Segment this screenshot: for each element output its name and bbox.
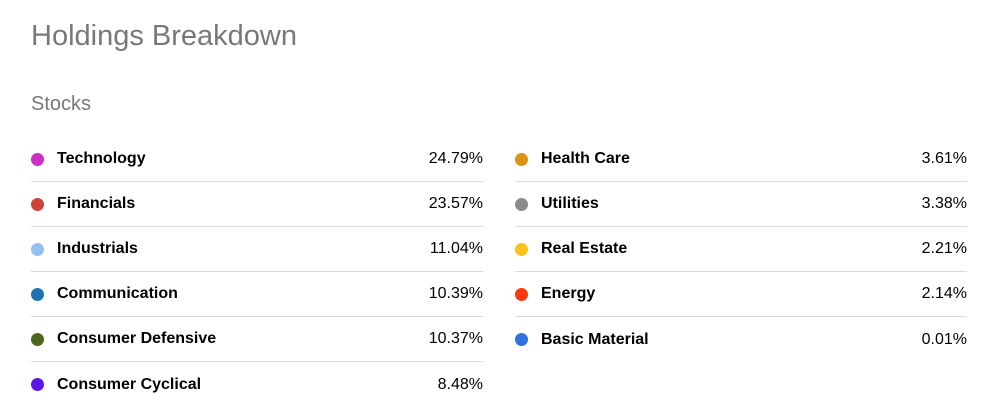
- sector-dot-icon: [515, 152, 528, 166]
- sector-label: Health Care: [541, 150, 630, 167]
- sector-dot-icon: [31, 287, 44, 301]
- holdings-column-left: Technology 24.79% Financials 23.57% Indu…: [31, 137, 483, 407]
- sector-label: Consumer Cyclical: [57, 375, 202, 393]
- holding-row-consumer-cyclical: Consumer Cyclical 8.48%: [31, 362, 483, 407]
- sector-weight: 0.01%: [921, 330, 967, 348]
- holdings-grid: Technology 24.79% Financials 23.57% Indu…: [31, 137, 967, 407]
- sector-dot-icon: [515, 197, 528, 211]
- sector-weight: 2.21%: [921, 240, 967, 257]
- sector-label: Utilities: [541, 195, 599, 212]
- holding-row-technology: Technology 24.79%: [31, 137, 483, 182]
- sector-weight: 23.57%: [428, 195, 483, 212]
- sector-label: Energy: [541, 285, 596, 302]
- sector-weight: 2.14%: [921, 285, 967, 302]
- holding-row-financials: Financials 23.57%: [31, 182, 483, 227]
- sector-dot-icon: [31, 152, 44, 166]
- sector-label: Industrials: [57, 240, 138, 257]
- sector-label: Technology: [57, 150, 146, 167]
- sector-weight: 3.38%: [921, 195, 967, 212]
- sector-label: Financials: [57, 195, 136, 212]
- sector-label: Basic Material: [541, 330, 649, 348]
- sector-weight: 24.79%: [428, 150, 483, 167]
- sector-weight: 10.39%: [428, 285, 483, 302]
- sector-label: Consumer Defensive: [57, 330, 217, 347]
- holding-row-energy: Energy 2.14%: [515, 272, 967, 317]
- sector-dot-icon: [515, 333, 528, 346]
- section-label-stocks: Stocks: [31, 93, 92, 115]
- sector-weight: 3.61%: [921, 150, 967, 167]
- sector-dot-icon: [515, 287, 528, 301]
- holding-row-industrials: Industrials 11.04%: [31, 227, 483, 272]
- holding-row-basic-material: Basic Material 0.01%: [515, 317, 967, 362]
- sector-weight: 8.48%: [437, 375, 483, 393]
- holdings-column-right: Health Care 3.61% Utilities 3.38% Real E…: [515, 137, 967, 407]
- holding-row-utilities: Utilities 3.38%: [515, 182, 967, 227]
- holding-row-consumer-defensive: Consumer Defensive 10.37%: [31, 317, 483, 362]
- sector-label: Real Estate: [541, 240, 628, 257]
- page-title: Holdings Breakdown: [31, 20, 297, 52]
- sector-dot-icon: [31, 332, 44, 346]
- sector-weight: 11.04%: [429, 240, 483, 257]
- holding-row-health-care: Health Care 3.61%: [515, 137, 967, 182]
- holding-row-real-estate: Real Estate 2.21%: [515, 227, 967, 272]
- sector-dot-icon: [31, 378, 44, 391]
- sector-dot-icon: [31, 197, 44, 211]
- sector-weight: 10.37%: [428, 330, 483, 347]
- holding-row-communication: Communication 10.39%: [31, 272, 483, 317]
- sector-dot-icon: [515, 242, 528, 256]
- sector-dot-icon: [31, 242, 44, 256]
- sector-label: Communication: [57, 285, 178, 302]
